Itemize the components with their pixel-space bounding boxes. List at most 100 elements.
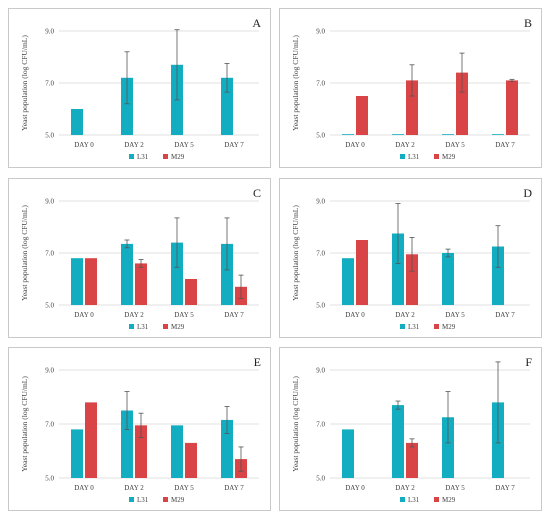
y-axis-title-b: Yeast population (log CFU/mL) (291, 35, 300, 131)
bar-c-l31-1 (121, 243, 133, 305)
legend-swatch-d-l31 (400, 324, 405, 329)
panel-letter-d: D (523, 186, 532, 200)
x-tick-label-a-2: DAY 5 (174, 141, 194, 149)
x-tick-label-d-2: DAY 5 (445, 311, 465, 319)
legend-swatch-f-m29 (434, 497, 439, 502)
bar-d-l31-0 (342, 258, 354, 305)
y-tick-label-b-0: 5.0 (316, 132, 325, 140)
x-tick-label-f-1: DAY 2 (395, 484, 415, 492)
y-tick-label-d-1: 7.0 (316, 250, 325, 258)
bar-c-m29-0 (85, 258, 97, 305)
x-tick-label-b-2: DAY 5 (445, 141, 465, 149)
x-tick-label-c-2: DAY 5 (174, 311, 194, 319)
bar-f-l31-2 (442, 417, 454, 478)
y-tick-label-a-2: 9.0 (45, 28, 54, 36)
bar-e-m29-1 (135, 425, 147, 478)
bar-b-l31-2 (442, 134, 454, 135)
bar-c-l31-0 (71, 258, 83, 305)
bar-d-m29-0 (356, 240, 368, 305)
bar-c-m29-2 (185, 279, 197, 305)
y-tick-label-a-0: 5.0 (45, 132, 54, 140)
y-tick-label-f-1: 7.0 (316, 421, 325, 429)
bar-f-l31-0 (342, 429, 354, 478)
x-tick-label-f-0: DAY 0 (345, 484, 365, 492)
y-tick-label-c-0: 5.0 (45, 302, 54, 310)
chart-panel-e: 5.0 7.0 9.0 Yeast population (log CFU/mL) E D… (8, 347, 271, 511)
x-tick-label-e-0: DAY 0 (74, 484, 94, 492)
x-tick-label-a-1: DAY 2 (124, 141, 144, 149)
legend-label-e-m29: M29 (171, 496, 185, 504)
bar-b-l31-1 (392, 134, 404, 135)
bar-d-l31-2 (442, 253, 454, 305)
y-axis-title-a: Yeast population (log CFU/mL) (20, 35, 29, 131)
y-axis-title-d: Yeast population (log CFU/mL) (291, 205, 300, 301)
legend-label-f-m29: M29 (442, 496, 456, 504)
x-tick-label-b-0: DAY 0 (345, 141, 365, 149)
x-tick-label-d-1: DAY 2 (395, 311, 415, 319)
legend-swatch-a-m29 (163, 154, 168, 159)
bar-c-l31-3 (221, 243, 233, 305)
legend-swatch-f-l31 (400, 497, 405, 502)
y-tick-label-c-2: 9.0 (45, 198, 54, 206)
bar-f-l31-1 (392, 405, 404, 478)
y-tick-label-a-1: 7.0 (45, 80, 54, 88)
bar-a-l31-3 (221, 77, 233, 135)
legend-swatch-a-l31 (129, 154, 134, 159)
chart-svg-c: 5.0 7.0 9.0 Yeast population (log CFU/mL) C D… (20, 186, 261, 331)
x-tick-label-e-2: DAY 5 (174, 484, 194, 492)
bar-e-m29-0 (85, 402, 97, 478)
bar-d-m29-1 (406, 254, 418, 305)
legend-swatch-c-l31 (129, 324, 134, 329)
y-tick-label-f-2: 9.0 (316, 367, 325, 375)
bar-e-l31-0 (71, 429, 83, 478)
x-tick-label-b-1: DAY 2 (395, 141, 415, 149)
chart-svg-a: 5.0 7.0 9.0 Yeast population (log CFU/mL) A D… (20, 16, 261, 161)
bar-a-l31-0 (71, 109, 83, 135)
panel-letter-b: B (524, 16, 532, 30)
x-tick-label-c-3: DAY 7 (224, 311, 244, 319)
legend-label-d-m29: M29 (442, 323, 456, 331)
legend-label-c-l31: L31 (137, 323, 149, 331)
bar-e-l31-1 (121, 410, 133, 478)
legend-swatch-e-l31 (129, 497, 134, 502)
legend-label-b-l31: L31 (408, 153, 420, 161)
legend-swatch-e-m29 (163, 497, 168, 502)
bar-b-m29-0 (356, 96, 368, 135)
y-tick-label-c-1: 7.0 (45, 250, 54, 258)
y-tick-label-b-1: 7.0 (316, 80, 325, 88)
y-tick-label-d-2: 9.0 (316, 198, 325, 206)
bar-d-l31-3 (492, 246, 504, 305)
x-tick-label-b-3: DAY 7 (495, 141, 515, 149)
chart-panel-b: 5.0 7.0 9.0 Yeast population (log CFU/mL) B D… (279, 8, 542, 168)
bar-d-l31-1 (392, 233, 404, 305)
bar-b-m29-2 (456, 72, 468, 135)
bar-c-m29-1 (135, 263, 147, 305)
panel-letter-c: C (253, 186, 261, 200)
y-axis-title-f: Yeast population (log CFU/mL) (291, 376, 300, 472)
panel-letter-e: E (254, 355, 261, 369)
bar-e-m29-2 (185, 442, 197, 478)
legend-label-a-m29: M29 (171, 153, 185, 161)
y-axis-title-e: Yeast population (log CFU/mL) (20, 376, 29, 472)
x-tick-label-d-0: DAY 0 (345, 311, 365, 319)
chart-svg-b: 5.0 7.0 9.0 Yeast population (log CFU/mL) B D… (291, 16, 532, 161)
legend-label-b-m29: M29 (442, 153, 456, 161)
y-axis-title-c: Yeast population (log CFU/mL) (20, 205, 29, 301)
legend-label-e-l31: L31 (137, 496, 149, 504)
x-tick-label-e-3: DAY 7 (224, 484, 244, 492)
y-tick-label-b-2: 9.0 (316, 28, 325, 36)
bar-f-m29-1 (406, 442, 418, 478)
bar-b-l31-3 (492, 134, 504, 135)
chart-svg-e: 5.0 7.0 9.0 Yeast population (log CFU/mL) E D… (20, 355, 261, 504)
bar-a-l31-1 (121, 77, 133, 135)
chart-svg-f: 5.0 7.0 9.0 Yeast population (log CFU/mL) F D… (291, 355, 532, 504)
y-tick-label-f-0: 5.0 (316, 475, 325, 483)
chart-panel-d: 5.0 7.0 9.0 Yeast population (log CFU/mL) D D… (279, 178, 542, 338)
x-tick-label-e-1: DAY 2 (124, 484, 144, 492)
x-tick-label-f-2: DAY 5 (445, 484, 465, 492)
chart-panel-c: 5.0 7.0 9.0 Yeast population (log CFU/mL) C D… (8, 178, 271, 338)
legend-swatch-c-m29 (163, 324, 168, 329)
legend-label-a-l31: L31 (137, 153, 149, 161)
x-tick-label-a-0: DAY 0 (74, 141, 94, 149)
y-tick-label-e-1: 7.0 (45, 421, 54, 429)
